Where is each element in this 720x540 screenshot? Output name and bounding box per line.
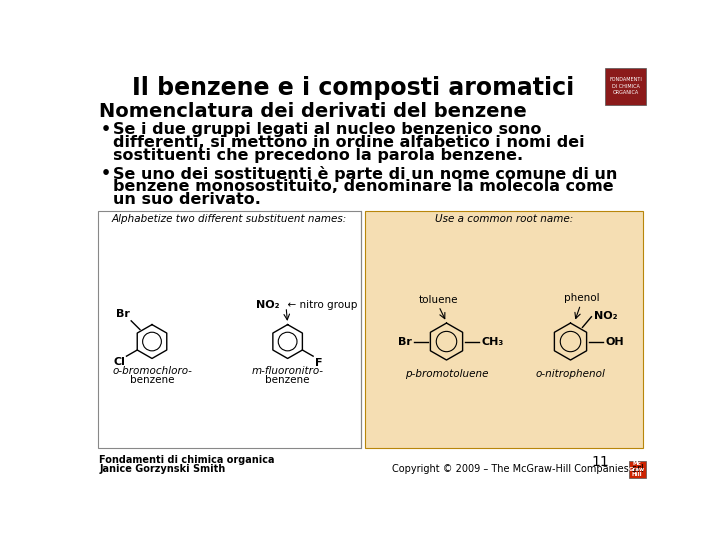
Text: FONDAMENTI
DI CHIMICA
ORGANICA: FONDAMENTI DI CHIMICA ORGANICA <box>609 77 642 96</box>
Text: Br: Br <box>116 309 130 319</box>
Text: Alphabetize two different substituent names:: Alphabetize two different substituent na… <box>112 214 347 224</box>
Text: toluene: toluene <box>419 295 459 305</box>
Text: p-bromotoluene: p-bromotoluene <box>405 369 488 379</box>
Text: Mc
Graw
Hill: Mc Graw Hill <box>629 461 645 477</box>
Text: •: • <box>101 166 111 181</box>
Text: •: • <box>101 122 111 137</box>
Text: ← nitro group: ← nitro group <box>282 300 358 309</box>
Text: m-fluoronitro-: m-fluoronitro- <box>251 366 323 376</box>
Text: NO₂: NO₂ <box>256 300 280 309</box>
Text: o-bromochloro-: o-bromochloro- <box>112 366 192 376</box>
Text: sostituenti che precedono la parola benzene.: sostituenti che precedono la parola benz… <box>113 148 523 163</box>
Text: Use a common root name:: Use a common root name: <box>435 214 573 224</box>
Text: benzene monosostituito, denominare la molecola come: benzene monosostituito, denominare la mo… <box>113 179 614 194</box>
Text: Fondamenti di chimica organica: Fondamenti di chimica organica <box>99 455 275 465</box>
Bar <box>606 68 646 105</box>
Text: NO₂: NO₂ <box>594 311 617 321</box>
Bar <box>365 211 642 448</box>
Text: Janice Gorzynski Smith: Janice Gorzynski Smith <box>99 464 225 474</box>
Text: F: F <box>315 357 322 368</box>
Text: CH₃: CH₃ <box>482 336 503 347</box>
Text: benzene: benzene <box>130 375 174 384</box>
Bar <box>629 461 646 477</box>
Text: 11: 11 <box>591 455 609 469</box>
Text: OH: OH <box>606 336 624 347</box>
Text: Il benzene e i composti aromatici: Il benzene e i composti aromatici <box>132 76 575 100</box>
Text: Nomenclatura dei derivati del benzene: Nomenclatura dei derivati del benzene <box>99 102 527 121</box>
Text: Se i due gruppi legati al nucleo benzenico sono: Se i due gruppi legati al nucleo benzeni… <box>113 122 541 137</box>
Text: benzene: benzene <box>266 375 310 384</box>
Text: differenti, si mettono in ordine alfabetico i nomi dei: differenti, si mettono in ordine alfabet… <box>113 135 585 150</box>
Bar <box>98 211 361 448</box>
Text: Br: Br <box>397 336 412 347</box>
Text: un suo derivato.: un suo derivato. <box>113 192 261 207</box>
Text: Copyright © 2009 – The McGraw-Hill Companies srl: Copyright © 2009 – The McGraw-Hill Compa… <box>392 464 644 474</box>
Text: phenol: phenol <box>564 293 600 303</box>
Text: Cl: Cl <box>113 357 125 367</box>
Text: o-nitrophenol: o-nitrophenol <box>536 369 606 379</box>
Text: Se uno dei sostituenti è parte di un nome comune di un: Se uno dei sostituenti è parte di un nom… <box>113 166 618 181</box>
